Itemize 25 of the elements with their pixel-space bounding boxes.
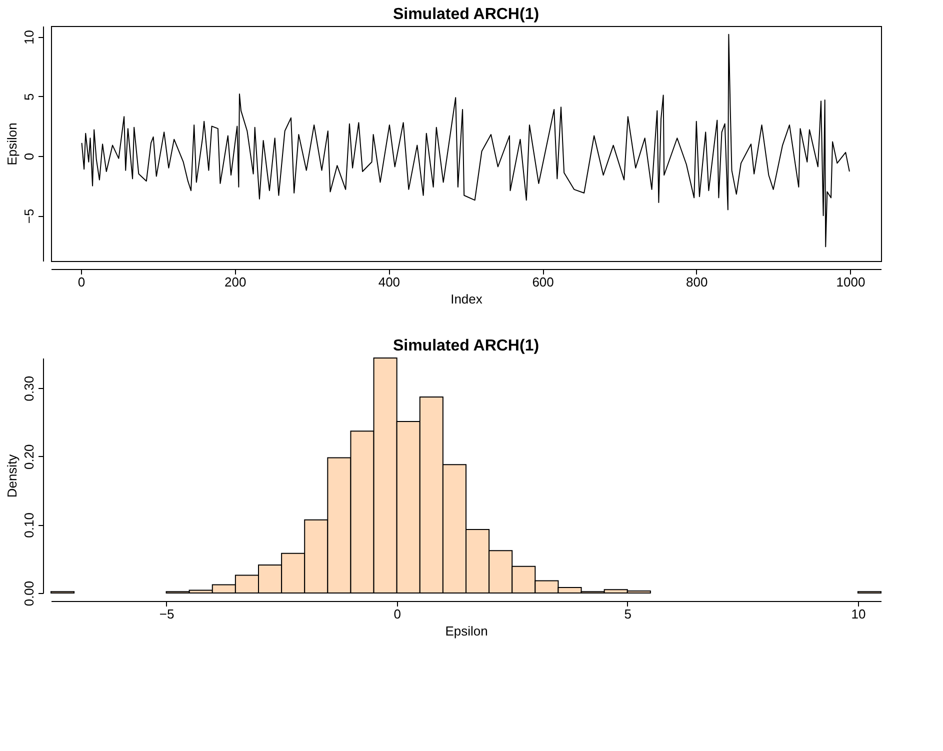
x-tick-label: 0 <box>394 606 401 622</box>
x-tick-label: 800 <box>686 274 708 290</box>
line-series <box>81 34 850 248</box>
y-tick-label: 10 <box>22 30 36 44</box>
x-tick-label: 0 <box>78 274 86 290</box>
x-tick-label: 200 <box>224 274 246 290</box>
x-axis-title: Epsilon <box>445 624 488 638</box>
y-tick-label: 0.20 <box>22 444 36 470</box>
x-tick-label: 1000 <box>836 274 866 290</box>
y-axis-title: Density <box>4 454 20 498</box>
chart-title: Simulated ARCH(1) <box>392 338 540 354</box>
y-tick-label: 5 <box>22 93 36 100</box>
x-tick-label: 5 <box>624 606 632 622</box>
x-tick-label: 10 <box>851 606 866 622</box>
x-tick-label: −5 <box>159 606 174 622</box>
chart-title: Simulated ARCH(1) <box>392 6 540 23</box>
y-tick-label: −5 <box>22 208 36 224</box>
y-tick-label: 0.30 <box>22 376 36 402</box>
x-axis-title: Index <box>450 292 483 306</box>
y-tick-label: 0 <box>22 152 36 160</box>
y-tick-label: 0.00 <box>22 580 36 606</box>
x-tick-label: 400 <box>378 274 400 290</box>
y-axis-title: Epsilon <box>4 122 20 166</box>
y-tick-label: 0.10 <box>22 512 36 538</box>
x-tick-label: 600 <box>532 274 554 290</box>
